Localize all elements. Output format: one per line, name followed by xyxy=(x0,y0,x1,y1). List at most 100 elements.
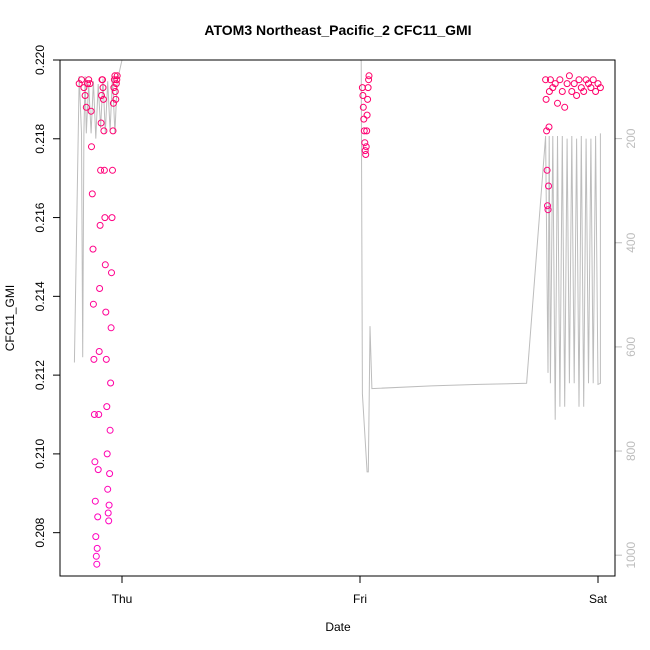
data-point xyxy=(88,143,95,151)
data-point xyxy=(109,166,116,174)
data-point xyxy=(89,245,97,253)
y-axis-label: CFC11_GMI xyxy=(3,285,17,351)
data-point xyxy=(103,450,111,458)
data-point xyxy=(554,99,561,107)
data-point xyxy=(107,379,115,387)
y-tick-label: 0.218 xyxy=(33,123,47,153)
data-point xyxy=(88,190,96,198)
y-tick-label: 0.220 xyxy=(33,45,47,75)
plot-frame xyxy=(59,59,616,577)
data-point xyxy=(112,95,120,103)
data-point xyxy=(96,221,104,229)
data-point xyxy=(80,84,88,92)
data-point xyxy=(573,92,581,99)
data-point xyxy=(87,107,95,115)
data-point xyxy=(90,355,98,363)
data-point xyxy=(113,72,121,80)
data-point xyxy=(551,80,559,88)
data-point xyxy=(107,324,115,332)
data-point xyxy=(570,80,578,88)
data-point xyxy=(96,285,104,292)
data-point xyxy=(542,76,550,84)
data-point xyxy=(109,127,117,135)
data-point xyxy=(111,88,119,95)
data-point xyxy=(97,166,105,174)
secondary-y-tick-label: 600 xyxy=(624,337,638,357)
data-point xyxy=(105,517,113,525)
data-point xyxy=(561,103,569,111)
data-point xyxy=(95,348,103,355)
y-tick-label: 0.208 xyxy=(33,517,47,547)
x-tick-label: Thu xyxy=(112,592,133,606)
data-point xyxy=(363,111,371,119)
data-point xyxy=(546,76,554,84)
data-point xyxy=(91,458,99,466)
secondary-y-tick-label: 200 xyxy=(624,128,638,148)
data-point xyxy=(361,147,369,155)
data-point xyxy=(364,95,372,103)
data-point xyxy=(362,151,370,158)
data-point xyxy=(106,426,114,434)
data-point xyxy=(99,84,107,92)
data-point xyxy=(92,533,100,541)
data-point xyxy=(565,72,573,80)
data-point xyxy=(84,80,91,88)
data-point xyxy=(93,560,101,568)
data-point xyxy=(100,127,108,135)
x-axis-label: Date xyxy=(325,620,351,634)
data-point xyxy=(75,80,83,88)
series-group xyxy=(99,72,121,525)
data-point xyxy=(98,92,105,99)
data-point xyxy=(596,84,604,92)
data-point xyxy=(93,544,101,552)
data-point xyxy=(543,166,551,174)
series-group xyxy=(75,76,106,568)
data-point xyxy=(113,76,121,84)
data-point xyxy=(362,143,370,151)
altitude-trace-layer xyxy=(73,59,601,473)
data-point xyxy=(95,411,103,418)
data-point xyxy=(545,123,553,131)
data-point xyxy=(568,88,576,95)
data-point xyxy=(365,72,373,80)
secondary-y-tick-label: 1000 xyxy=(624,542,638,569)
data-point xyxy=(103,403,111,411)
data-point xyxy=(544,206,552,214)
data-point xyxy=(365,76,373,84)
data-point xyxy=(92,552,100,560)
data-point xyxy=(78,76,85,84)
x-tick-label: Fri xyxy=(353,592,367,606)
data-point xyxy=(589,76,597,84)
secondary-y-tick-label: 800 xyxy=(624,441,638,461)
data-point xyxy=(101,214,109,222)
data-point xyxy=(563,80,571,88)
y-tick-label: 0.216 xyxy=(33,202,47,232)
y-tick-label: 0.210 xyxy=(33,439,47,469)
data-point xyxy=(85,76,93,84)
data-point xyxy=(104,509,112,517)
data-point xyxy=(102,355,110,363)
data-point xyxy=(108,214,116,222)
data-point xyxy=(556,76,564,84)
data-point xyxy=(105,501,113,509)
data-point xyxy=(360,127,368,135)
data-point xyxy=(101,261,109,269)
data-point xyxy=(81,92,89,99)
data-point xyxy=(558,88,566,95)
data-point xyxy=(106,470,114,478)
data-point xyxy=(97,119,105,127)
data-point xyxy=(363,127,371,135)
data-point xyxy=(592,88,600,95)
data-point xyxy=(99,76,106,84)
data-point xyxy=(542,95,550,103)
data-point xyxy=(82,103,90,111)
data-points-layer xyxy=(75,72,604,568)
axes-layer: Thu Fri Sat 0.208 0.210 0.212 0.214 0.216 0.218 0… xyxy=(33,45,638,606)
data-point xyxy=(104,485,112,493)
data-point xyxy=(86,80,94,88)
data-point xyxy=(359,92,367,99)
data-point xyxy=(361,139,369,147)
y-tick-label: 0.214 xyxy=(33,281,47,311)
